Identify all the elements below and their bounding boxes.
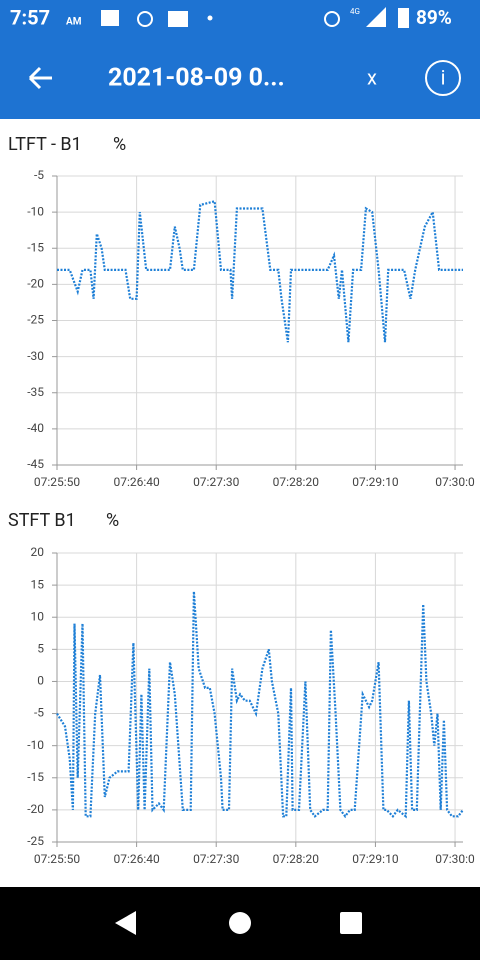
- status-time: 7:57: [10, 5, 50, 29]
- y-tick-label: 10: [31, 609, 45, 623]
- data-line: [56, 591, 464, 819]
- x-tick-label: 07:30:0: [435, 475, 475, 489]
- x-tick-label: 07:28:20: [273, 475, 320, 489]
- x-tick-label: 07:28:20: [273, 852, 320, 866]
- y-tick-label: -5: [34, 706, 44, 720]
- nav-home[interactable]: [229, 912, 251, 934]
- status-network: 4G: [350, 7, 360, 16]
- nav-recents[interactable]: [340, 912, 362, 934]
- nav-back[interactable]: [115, 911, 136, 935]
- x-tick-label: 07:30:0: [435, 852, 475, 866]
- y-tick-label: -30: [27, 349, 44, 363]
- close-button[interactable]: x: [367, 65, 377, 89]
- y-tick-label: -40: [27, 421, 44, 435]
- y-tick-label: -5: [34, 168, 44, 182]
- back-button[interactable]: [28, 66, 52, 90]
- data-line: [57, 199, 463, 343]
- y-tick-label: -20: [27, 802, 44, 816]
- y-tick-label: 15: [31, 577, 45, 591]
- y-tick-label: -25: [27, 834, 44, 848]
- y-tick-label: 0: [37, 674, 44, 688]
- x-tick-label: 07:25:50: [34, 852, 81, 866]
- chart-title: LTFT - B1: [8, 134, 82, 155]
- y-tick-label: 5: [37, 642, 44, 656]
- x-tick-label: 07:27:30: [193, 475, 240, 489]
- y-tick-label: -15: [27, 240, 44, 254]
- chart-unit: %: [113, 134, 126, 155]
- chart-unit: %: [106, 510, 119, 531]
- y-tick-label: -45: [27, 457, 44, 471]
- y-tick-label: -10: [27, 204, 44, 218]
- info-button[interactable]: i: [425, 60, 461, 96]
- svg-text:i: i: [441, 65, 446, 89]
- y-tick-label: -10: [27, 738, 44, 752]
- status-battery: 89%: [416, 6, 452, 29]
- y-tick-label: -25: [27, 313, 44, 327]
- status-icons: [101, 7, 409, 28]
- status-ampm: AM: [66, 17, 82, 28]
- y-tick-label: -20: [27, 277, 44, 291]
- x-tick-label: 07:27:30: [193, 852, 240, 866]
- y-tick-label: -35: [27, 385, 44, 399]
- x-tick-label: 07:29:10: [352, 852, 399, 866]
- app-title: 2021-08-09 0...: [108, 64, 285, 93]
- x-tick-label: 07:26:40: [113, 475, 160, 489]
- y-tick-label: 20: [31, 545, 45, 559]
- y-tick-label: -15: [27, 770, 44, 784]
- x-tick-label: 07:26:40: [113, 852, 160, 866]
- x-tick-label: 07:29:10: [352, 475, 399, 489]
- x-tick-label: 07:25:50: [34, 475, 81, 489]
- chart-title: STFT B1: [8, 510, 76, 531]
